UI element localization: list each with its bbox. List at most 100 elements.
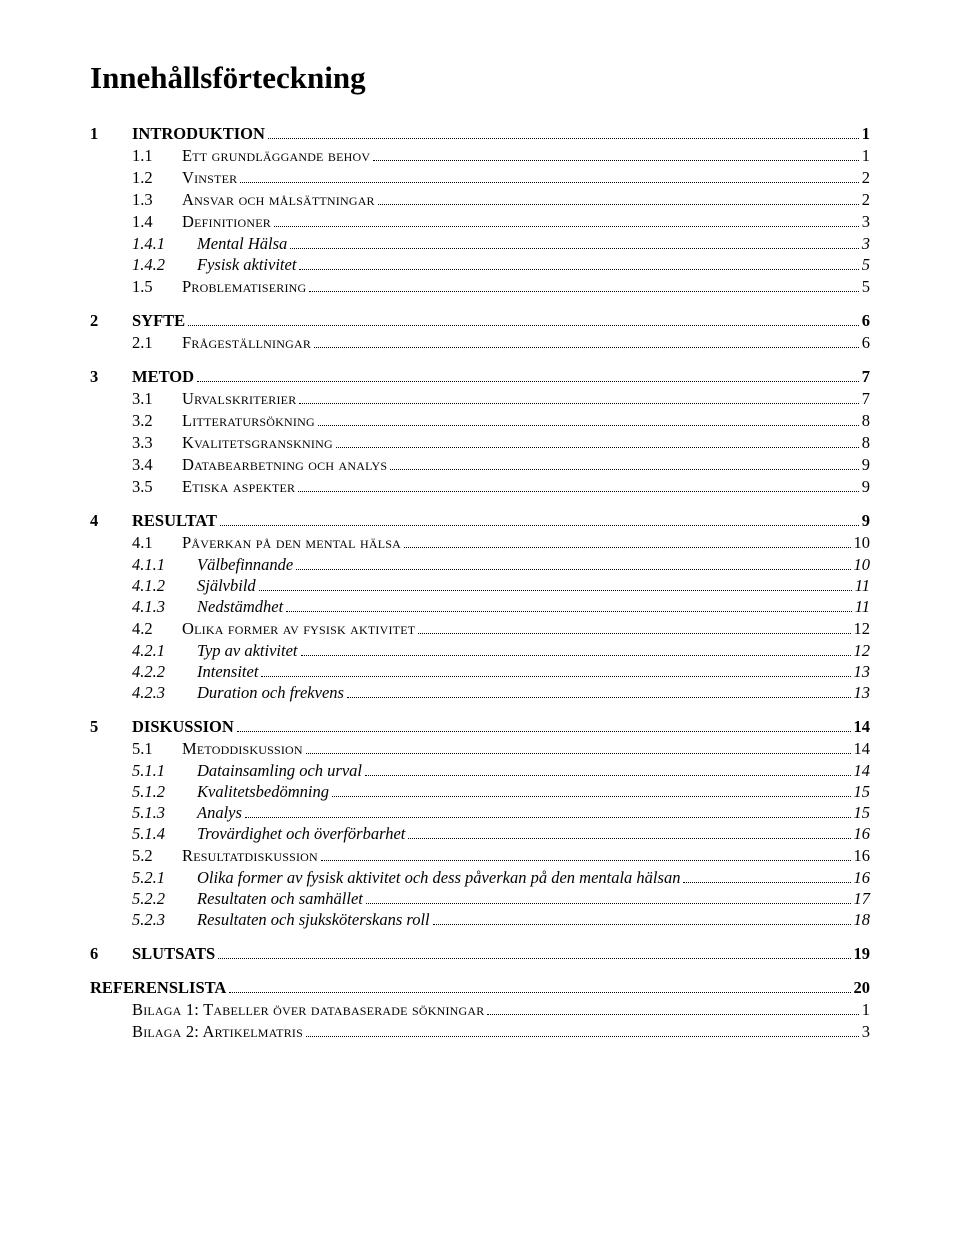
toc-entry-label: Litteratursökning [182,411,315,431]
toc-leader-dots [321,848,851,861]
toc-entry: 3.2Litteratursökning8 [90,411,870,431]
toc-entry: 1INTRODUKTION1 [90,124,870,144]
toc-entry-page: 10 [854,533,871,553]
toc-entry-label: DISKUSSION [132,717,234,737]
toc-entry-number: 4.1.3 [132,597,197,617]
toc-entry-number: 4.1.2 [132,576,197,596]
toc-entry-label: Mental Hälsa [197,234,287,254]
toc-entry-number: 3.4 [132,455,182,475]
toc-entry-label: Intensitet [197,662,258,682]
toc-leader-dots [298,479,859,492]
toc-leader-dots [366,891,851,904]
toc-entry-label: Välbefinnande [197,555,293,575]
toc-entry-page: 14 [854,761,871,781]
toc-entry-number: 1.2 [132,168,182,188]
toc-entry-number: 2 [90,311,132,331]
toc-leader-dots [408,826,850,839]
toc-entry-page: 19 [854,944,871,964]
toc-entry: 1.2Vinster2 [90,168,870,188]
toc-entry: 1.4Definitioner3 [90,212,870,232]
toc-entry: 5.1.3Analys15 [90,803,870,823]
toc-entry-page: 16 [854,846,871,866]
toc-entry: 5.2.3Resultaten och sjuksköterskans roll… [90,910,870,930]
toc-leader-dots [259,578,852,591]
toc-entry-label: Kvalitetsgranskning [182,433,333,453]
toc-entry-number: 5.2.3 [132,910,197,930]
toc-entry-label: Ett grundläggande behov [182,146,370,166]
toc-leader-dots [274,214,859,227]
toc-entry: 3.3Kvalitetsgranskning8 [90,433,870,453]
toc-entry-page: 2 [862,190,870,210]
toc-entry-label: Fysisk aktivitet [197,255,296,275]
toc-leader-dots [237,719,851,732]
toc-entry: 4.2.3Duration och frekvens13 [90,683,870,703]
toc-entry-label: Datainsamling och urval [197,761,362,781]
toc-entry: 4.1.2Självbild 11 [90,576,870,596]
toc-entry-page: 6 [862,333,870,353]
toc-entry-label: Vinster [182,168,237,188]
toc-entry-page: 9 [862,455,870,475]
toc-leader-dots [487,1002,858,1015]
toc-entry-page: 9 [862,511,870,531]
toc-leader-dots [373,148,859,161]
toc-entry-page: 1 [862,1000,870,1020]
toc-entry-page: 3 [862,234,870,254]
page-title: Innehållsförteckning [90,60,870,96]
toc-entry-label: INTRODUKTION [132,124,265,144]
toc-entry: 6SLUTSATS19 [90,944,870,964]
toc-entry-page: 20 [854,978,871,998]
toc-entry: 5.1Metoddiskussion14 [90,739,870,759]
toc-leader-dots [245,805,851,818]
toc-entry-number: 5.2.1 [132,868,197,888]
toc-entry-number: 5.1 [132,739,182,759]
toc-entry-number: 1.4 [132,212,182,232]
toc-leader-dots [683,870,850,883]
toc-leader-dots [306,1024,859,1037]
toc-entry: 1.1Ett grundläggande behov1 [90,146,870,166]
toc-entry-label: RESULTAT [132,511,217,531]
toc-entry-label: Metoddiskussion [182,739,303,759]
toc-entry: 5.2Resultatdiskussion16 [90,846,870,866]
toc-leader-dots [365,763,851,776]
toc-entry-label: Analys [197,803,242,823]
toc-entry-label: Frågeställningar [182,333,311,353]
toc-entry-label: Databearbetning och analys [182,455,387,475]
toc-entry-page: 12 [854,641,871,661]
toc-leader-dots [332,784,851,797]
toc-leader-dots [418,621,850,634]
toc-entry-page: 16 [854,824,871,844]
toc-entry-number: 3.3 [132,433,182,453]
toc-entry-label: Ansvar och målsättningar [182,190,375,210]
toc-entry-page: 7 [862,367,870,387]
toc-entry-label: Etiska aspekter [182,477,295,497]
toc-entry-page: 18 [854,910,871,930]
toc-entry-page: 17 [854,889,871,909]
toc-entry-page: 11 [855,576,870,596]
toc-entry: 5.2.1Olika former av fysisk aktivitet oc… [90,868,870,888]
toc-entry: 5.1.1Datainsamling och urval14 [90,761,870,781]
toc-entry: 4RESULTAT9 [90,511,870,531]
toc-entry-number: 1.1 [132,146,182,166]
toc-entry-label: Resultaten och samhället [197,889,363,909]
toc-entry-number: 3.5 [132,477,182,497]
toc-entry-page: 3 [862,1022,870,1042]
toc-entry-label: Problematisering [182,277,306,297]
toc-entry-number: 4.2.1 [132,641,197,661]
toc-entry-number: 3.2 [132,411,182,431]
toc-entry-label: Olika former av fysisk aktivitet [182,619,415,639]
toc-entry: 1.3Ansvar och målsättningar2 [90,190,870,210]
toc-entry: 1.4.1Mental Hälsa3 [90,234,870,254]
toc-entry: 2SYFTE6 [90,311,870,331]
toc-entry-label: Urvalskriterier [182,389,296,409]
toc-entry: 3METOD7 [90,367,870,387]
toc-entry-number: 5 [90,717,132,737]
toc-entry: 5DISKUSSION14 [90,717,870,737]
table-of-contents: 1INTRODUKTION11.1Ett grundläggande behov… [90,124,870,1042]
toc-leader-dots [296,557,850,570]
toc-entry: 5.1.4Trovärdighet och överförbarhet16 [90,824,870,844]
toc-entry-page: 6 [862,311,870,331]
toc-entry-label: Självbild [197,576,256,596]
toc-entry-label: Bilaga 1: Tabeller över databaserade sök… [132,1000,484,1020]
toc-entry: 4.1.3Nedstämdhet11 [90,597,870,617]
toc-leader-dots [390,457,859,470]
